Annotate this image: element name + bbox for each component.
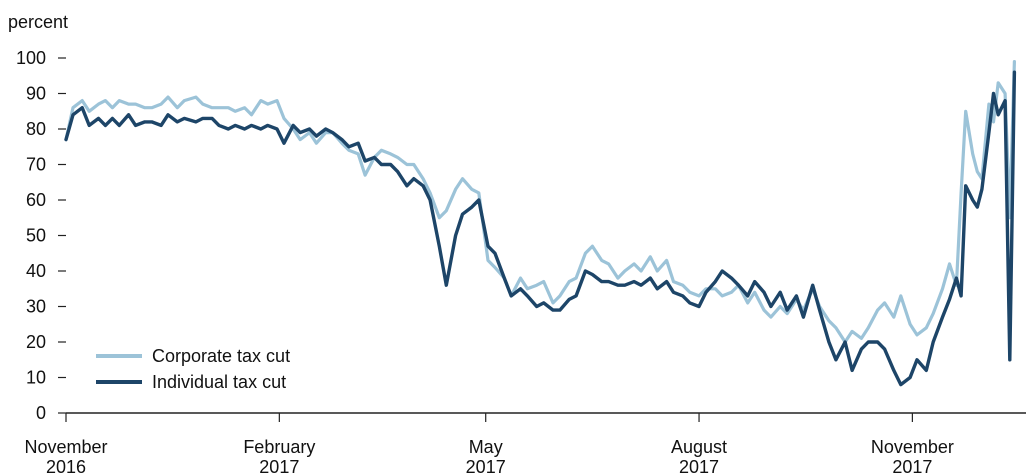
y-tick-label: 0 bbox=[36, 403, 46, 423]
x-tick-label-month: August bbox=[671, 437, 727, 457]
legend-label: Corporate tax cut bbox=[152, 346, 290, 366]
x-tick-label-month: February bbox=[243, 437, 315, 457]
y-tick-label: 80 bbox=[26, 119, 46, 139]
x-tick-label-year: 2016 bbox=[46, 457, 86, 475]
legend-label: Individual tax cut bbox=[152, 372, 286, 392]
x-tick-label-month: November bbox=[871, 437, 954, 457]
y-axis-label: percent bbox=[8, 12, 68, 32]
series-line-corporate-tax-cut bbox=[64, 60, 1016, 344]
y-tick-label: 10 bbox=[26, 368, 46, 388]
y-tick-label: 40 bbox=[26, 261, 46, 281]
y-axis: 0 10 20 30 40 50 60 70 80 90 100 bbox=[16, 48, 66, 423]
y-tick-label: 50 bbox=[26, 226, 46, 246]
y-tick-label: 70 bbox=[26, 155, 46, 175]
x-tick-label-month: November bbox=[24, 437, 107, 457]
y-tick-label: 20 bbox=[26, 332, 46, 352]
y-tick-label: 100 bbox=[16, 48, 46, 68]
x-tick-label-year: 2017 bbox=[466, 457, 506, 475]
y-tick-label: 60 bbox=[26, 190, 46, 210]
legend: Corporate tax cut Individual tax cut bbox=[96, 346, 290, 392]
x-axis: November2016February2017May2017August201… bbox=[24, 413, 954, 475]
x-tick-label-year: 2017 bbox=[679, 457, 719, 475]
y-tick-label: 90 bbox=[26, 84, 46, 104]
series-line-individual-tax-cut bbox=[64, 70, 1017, 387]
x-tick-label-month: May bbox=[469, 437, 503, 457]
y-tick-label: 30 bbox=[26, 297, 46, 317]
x-tick-label-year: 2017 bbox=[892, 457, 932, 475]
series-layer bbox=[64, 60, 1017, 387]
x-tick-label-year: 2017 bbox=[259, 457, 299, 475]
